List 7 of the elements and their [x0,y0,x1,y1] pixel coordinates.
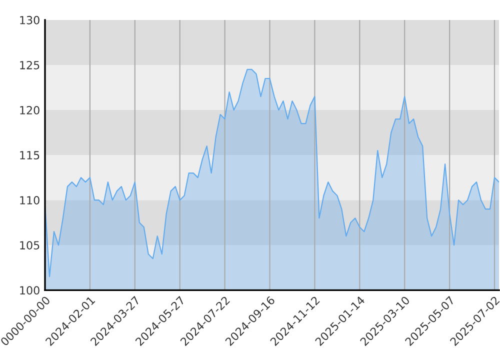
y-tick-label: 120 [20,106,40,114]
y-tick-label: 110 [20,196,40,204]
y-tick-label: 130 [20,16,40,24]
y-tick-label: 115 [20,151,40,160]
y-tick-label: 100 [20,286,40,295]
y-tick-label: 125 [20,60,40,70]
y-tick-label: 105 [20,241,40,250]
